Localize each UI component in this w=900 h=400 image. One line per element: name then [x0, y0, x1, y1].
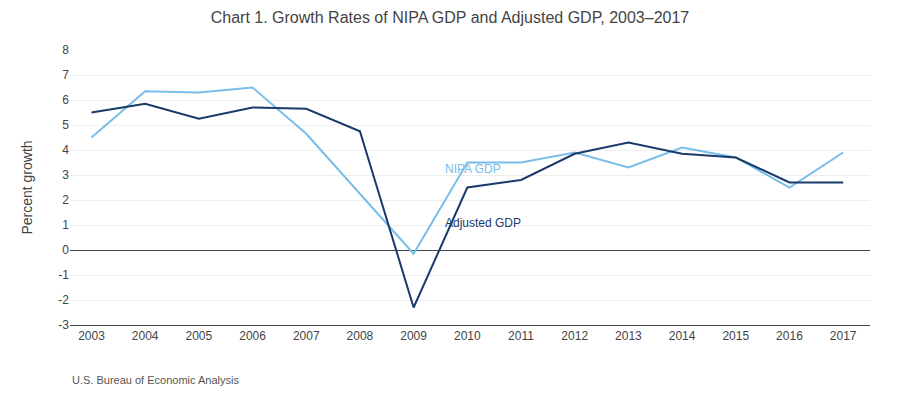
svg-text:2015: 2015	[722, 329, 749, 343]
svg-text:2004: 2004	[132, 329, 159, 343]
svg-text:Adjusted GDP: Adjusted GDP	[445, 216, 521, 230]
svg-text:2014: 2014	[669, 329, 696, 343]
svg-text:2010: 2010	[454, 329, 481, 343]
svg-text:U.S. Bureau of Economic Analys: U.S. Bureau of Economic Analysis	[72, 374, 239, 386]
svg-text:2008: 2008	[347, 329, 374, 343]
svg-text:4: 4	[62, 143, 69, 157]
svg-text:-2: -2	[58, 293, 69, 307]
svg-text:2005: 2005	[186, 329, 213, 343]
svg-text:Chart 1. Growth Rates of NIPA: Chart 1. Growth Rates of NIPA GDP and Ad…	[211, 9, 690, 26]
svg-text:6: 6	[62, 93, 69, 107]
svg-text:2012: 2012	[561, 329, 588, 343]
svg-text:2013: 2013	[615, 329, 642, 343]
svg-text:1: 1	[62, 218, 69, 232]
svg-text:-3: -3	[58, 318, 69, 332]
svg-text:3: 3	[62, 168, 69, 182]
svg-text:Percent growth: Percent growth	[19, 140, 35, 234]
svg-text:7: 7	[62, 68, 69, 82]
svg-text:5: 5	[62, 118, 69, 132]
svg-text:2: 2	[62, 193, 69, 207]
svg-text:0: 0	[62, 243, 69, 257]
svg-text:2009: 2009	[400, 329, 427, 343]
svg-text:2011: 2011	[508, 329, 534, 343]
svg-text:2003: 2003	[78, 329, 105, 343]
svg-text:2007: 2007	[293, 329, 320, 343]
svg-text:NIPA GDP: NIPA GDP	[445, 162, 501, 176]
svg-text:2006: 2006	[239, 329, 266, 343]
svg-text:-1: -1	[58, 268, 69, 282]
svg-text:8: 8	[62, 43, 69, 57]
svg-text:2017: 2017	[830, 329, 857, 343]
svg-text:2016: 2016	[776, 329, 803, 343]
